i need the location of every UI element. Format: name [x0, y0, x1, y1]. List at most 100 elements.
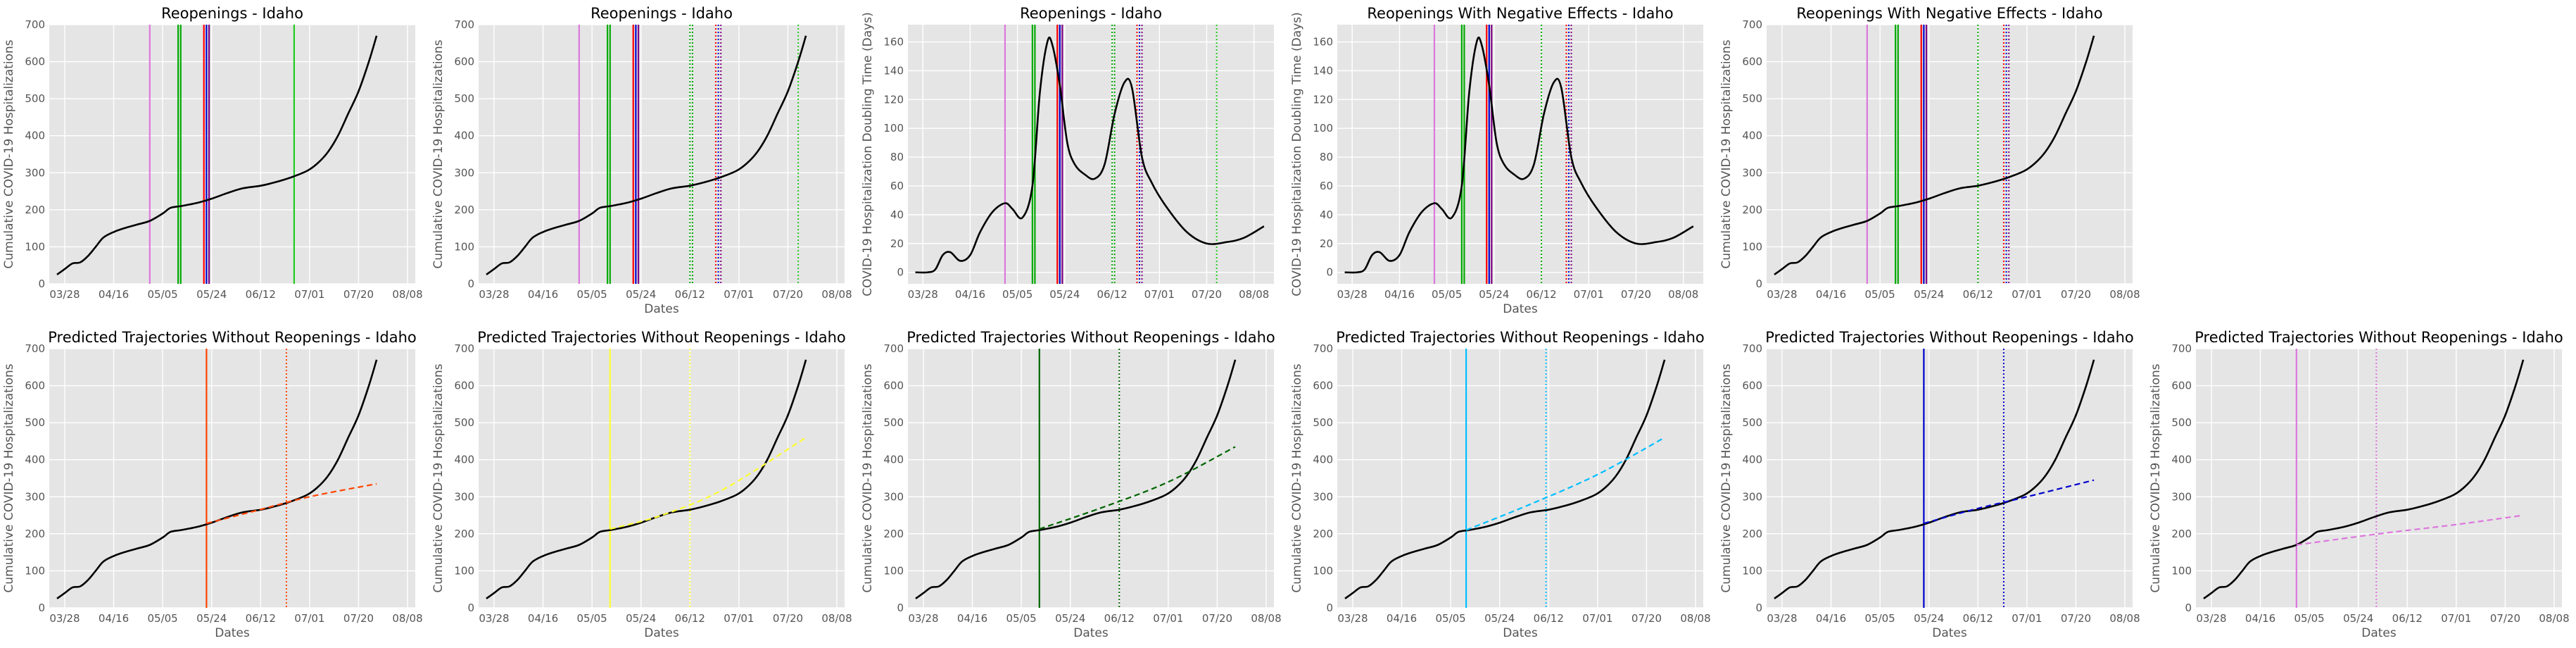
x-tick-label: 06/12 — [246, 288, 276, 301]
y-tick-label: 700 — [1742, 342, 1762, 355]
x-tick-label: 04/16 — [955, 288, 985, 301]
y-axis-label: COVID-19 Hospitalization Doubling Time (… — [861, 12, 875, 296]
y-tick-label: 0 — [38, 278, 45, 290]
y-tick-label: 20 — [1320, 237, 1333, 250]
y-tick-label: 200 — [1313, 528, 1333, 540]
x-tick-label: 07/20 — [773, 612, 803, 625]
plot-content — [56, 349, 378, 608]
x-tick-label: 05/24 — [626, 288, 656, 301]
subplot-r1-c3: 0 100 200 300 400 500 600 700 03/28 04/16 05/05 05/… — [1290, 329, 1711, 640]
subplot-r0-c4: 0 100 200 300 400 500 600 700 03/28 04/16 05/05 05/… — [1719, 5, 2140, 301]
y-tick-label: 100 — [1313, 122, 1333, 135]
x-tick-label: 05/05 — [1002, 288, 1033, 301]
y-tick-label: 300 — [2171, 490, 2192, 503]
y-axis-label: Cumulative COVID-19 Hospitalizations — [1719, 39, 1734, 268]
x-tick-label: 05/24 — [1484, 612, 1515, 625]
y-axis-label: Cumulative COVID-19 Hospitalizations — [2, 39, 16, 268]
y-tick-label: 200 — [1742, 204, 1762, 216]
y-tick-label: 700 — [454, 342, 474, 355]
y-tick-label: 700 — [883, 342, 904, 355]
x-tick-label: 07/20 — [2490, 612, 2520, 625]
x-tick-label: 07/01 — [1153, 612, 1183, 625]
subplot-title: Predicted Trajectories Without Reopening… — [2195, 329, 2563, 346]
y-tick-label: 0 — [2185, 602, 2192, 614]
plot-area — [1337, 25, 1703, 284]
prediction-line — [610, 437, 807, 530]
plot-area — [1767, 25, 2133, 284]
y-tick-label: 600 — [454, 56, 474, 68]
plot-content — [1774, 25, 2095, 284]
y-tick-label: 200 — [2171, 528, 2192, 540]
y-tick-label: 160 — [883, 36, 904, 49]
x-tick-label: 03/28 — [908, 288, 938, 301]
y-tick-label: 400 — [25, 130, 45, 142]
x-tick-label: 07/20 — [1192, 288, 1222, 301]
y-tick-label: 400 — [1742, 130, 1762, 142]
y-tick-label: 100 — [2171, 564, 2192, 577]
x-tick-label: 08/08 — [392, 288, 422, 301]
x-tick-label: 08/08 — [821, 288, 852, 301]
x-tick-label: 04/16 — [528, 612, 558, 625]
x-tick-label: 08/08 — [1239, 288, 1269, 301]
x-tick-label: 05/24 — [2343, 612, 2373, 625]
plot-area — [479, 25, 845, 284]
x-tick-label: 07/20 — [773, 288, 803, 301]
x-tick-label: 03/28 — [1337, 288, 1368, 301]
y-tick-label: 400 — [1742, 454, 1762, 466]
x-tick-label: 08/08 — [2539, 612, 2569, 625]
x-tick-label: 07/20 — [2061, 288, 2091, 301]
x-tick-label: 07/20 — [343, 612, 374, 625]
x-tick-label: 04/16 — [99, 288, 129, 301]
plot-area — [49, 25, 415, 284]
series-line-cumulative — [2203, 359, 2525, 599]
y-tick-label: 300 — [25, 490, 45, 503]
y-tick-label: 600 — [25, 380, 45, 392]
x-axis-label: Dates — [1073, 626, 1109, 640]
y-tick-label: 700 — [1313, 342, 1333, 355]
series-line-doubling — [1344, 36, 1694, 274]
y-axis-label: Cumulative COVID-19 Hospitalizations — [2149, 363, 2163, 592]
y-tick-label: 40 — [890, 208, 904, 221]
y-tick-label: 600 — [1313, 380, 1333, 392]
y-tick-label: 100 — [883, 122, 904, 135]
x-tick-label: 07/20 — [1621, 288, 1651, 301]
y-tick-label: 160 — [1313, 36, 1333, 49]
x-tick-label: 07/01 — [724, 288, 754, 301]
y-tick-label: 200 — [1742, 528, 1762, 540]
x-tick-label: 05/05 — [1865, 288, 1895, 301]
subplot-r0-c0: 0 100 200 300 400 500 600 700 03/28 04/16 05/05 05/… — [2, 5, 423, 301]
series-line-cumulative — [486, 359, 807, 599]
x-tick-label: 03/28 — [2196, 612, 2226, 625]
y-tick-label: 300 — [1313, 490, 1333, 503]
subplot-title: Reopenings - Idaho — [161, 5, 303, 22]
plot-area — [479, 349, 845, 608]
y-tick-label: 300 — [883, 490, 904, 503]
y-tick-label: 400 — [2171, 454, 2192, 466]
subplot-r1-c2: 0 100 200 300 400 500 600 700 03/28 04/16 05/05 05/… — [861, 329, 1282, 640]
x-axis-label: Dates — [2361, 626, 2397, 640]
prediction-line — [1465, 437, 1665, 531]
y-tick-label: 140 — [1313, 64, 1333, 77]
subplot-title: Predicted Trajectories Without Reopening… — [1336, 329, 1705, 346]
x-tick-label: 03/28 — [908, 612, 938, 625]
y-tick-label: 140 — [883, 64, 904, 77]
y-tick-label: 500 — [1742, 92, 1762, 105]
x-tick-label: 06/12 — [2392, 612, 2423, 625]
x-tick-label: 04/16 — [957, 612, 987, 625]
x-tick-label: 06/12 — [246, 612, 276, 625]
x-tick-label: 03/28 — [49, 612, 80, 625]
y-tick-label: 0 — [38, 602, 45, 614]
x-tick-label: 07/01 — [294, 288, 324, 301]
x-tick-label: 05/24 — [196, 288, 227, 301]
y-tick-label: 500 — [1742, 416, 1762, 429]
x-tick-label: 06/12 — [1104, 612, 1135, 625]
x-tick-label: 05/24 — [1479, 288, 1509, 301]
y-tick-label: 0 — [467, 278, 474, 290]
x-tick-label: 06/12 — [675, 612, 705, 625]
subplot-r0-c3: 0 20 40 60 80 100 120 140 160 03/28 04/16 05/05 05/2… — [1290, 5, 1703, 316]
x-tick-label: 05/24 — [1055, 612, 1085, 625]
plot-area — [49, 349, 415, 608]
y-axis-label: Cumulative COVID-19 Hospitalizations — [431, 363, 446, 592]
y-tick-label: 20 — [890, 237, 904, 250]
x-tick-label: 06/12 — [1526, 288, 1556, 301]
